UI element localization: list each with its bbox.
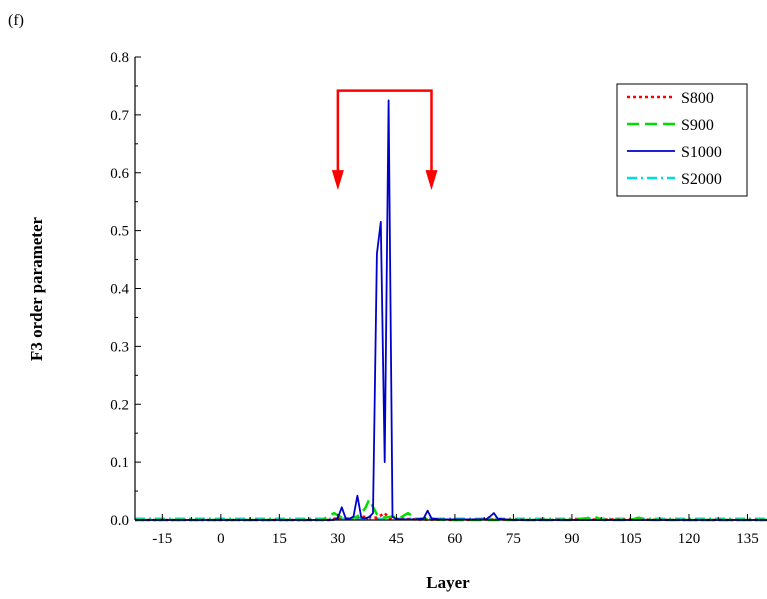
x-tick-label: 45 (389, 531, 404, 547)
y-tick-label: 0.2 (110, 397, 129, 413)
bracket-line (336, 89, 433, 175)
legend-label-s2000: S2000 (681, 171, 722, 188)
series-line-s900 (135, 498, 767, 522)
x-tick-label: 90 (564, 531, 579, 547)
y-tick-label: 0.8 (110, 50, 129, 66)
panel-label: (f) (8, 12, 24, 29)
y-axis-label: F3 order parameter (27, 216, 46, 361)
y-tick-label: 0.5 (110, 224, 129, 240)
x-tick-label: 60 (447, 531, 462, 547)
x-tick-label: 15 (272, 531, 287, 547)
x-tick-label: 120 (678, 531, 701, 547)
legend-box (616, 83, 748, 197)
legend-label-s1000: S1000 (681, 144, 722, 161)
legend-label-s900: S900 (681, 117, 714, 134)
x-tick-label: 0 (217, 531, 225, 547)
x-tick-label: 135 (736, 531, 759, 547)
y-tick-label: 0.7 (110, 108, 129, 124)
left-arrow-head (331, 170, 344, 191)
x-tick-label: 75 (506, 531, 521, 547)
y-tick-label: 0.3 (110, 339, 129, 355)
legend-label-s800: S800 (681, 90, 714, 107)
region-bracket-annotation (331, 89, 438, 191)
y-tick-label: 0.4 (110, 282, 129, 298)
x-tick-label: 105 (619, 531, 642, 547)
y-tick-label: 0.0 (110, 513, 129, 529)
x-tick-label: 30 (330, 531, 345, 547)
x-axis-label: Layer (426, 573, 470, 592)
y-tick-label: 0.1 (110, 455, 129, 471)
right-arrow-head (425, 170, 438, 191)
y-tick-label: 0.6 (110, 166, 129, 182)
x-tick-label: -15 (152, 531, 172, 547)
